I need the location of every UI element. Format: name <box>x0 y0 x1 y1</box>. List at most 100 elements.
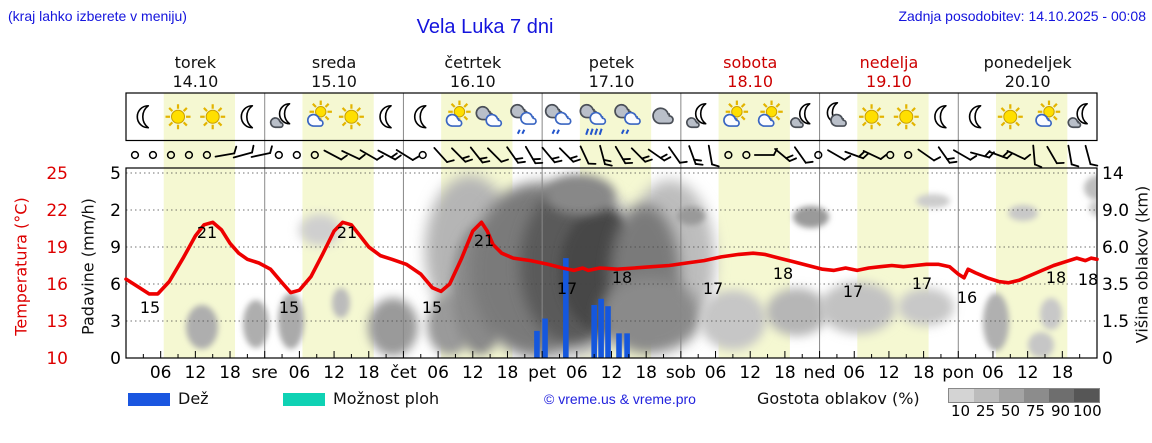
rain-bar <box>591 304 597 358</box>
weather-icon-moon <box>934 104 947 129</box>
wind-barb <box>487 147 509 163</box>
wind-barb <box>377 149 402 161</box>
copyright-link[interactable]: © vreme.us & vreme.pro <box>544 391 696 407</box>
weather-icon-moon <box>968 104 982 129</box>
day-header-date: 16.10 <box>450 72 496 91</box>
weather-icon-sun <box>859 104 885 130</box>
temperature-value-label: 17 <box>912 274 932 293</box>
wind-barb <box>630 147 653 163</box>
temp-tick-label: 25 <box>46 164 68 184</box>
weather-icon-moon <box>413 104 427 129</box>
wind-barb <box>1067 144 1080 168</box>
temperature-value-label: 17 <box>843 282 863 301</box>
wind-barb <box>558 147 581 163</box>
rain-bar <box>563 258 569 358</box>
weather-icon-cloud-drizzle <box>544 103 572 135</box>
wind-barb <box>793 146 814 164</box>
x-axis-hour-label: 12 <box>739 363 761 383</box>
weather-icons-box <box>125 92 1098 142</box>
temp-tick-label: 10 <box>46 349 68 369</box>
rain-bar <box>605 306 611 358</box>
x-axis-day-label: pet <box>528 363 556 383</box>
cloud-blob <box>1028 332 1054 358</box>
cloud-blob <box>186 305 218 349</box>
density-step-label: 100 <box>1073 402 1102 420</box>
wind-barb <box>647 148 672 162</box>
weather-icon-moon-cloud <box>269 102 291 129</box>
x-axis-hour-label: 12 <box>323 363 345 383</box>
x-axis-hour-label: 06 <box>289 363 311 383</box>
x-axis-day-label: ned <box>804 363 836 383</box>
wind-barb <box>1006 150 1032 160</box>
precip-tick-label: 3 <box>110 312 121 332</box>
wind-barb <box>904 150 913 160</box>
cloud-blob <box>793 206 829 228</box>
wind-barb <box>886 150 895 160</box>
temperature-value-label: 18 <box>1078 270 1098 289</box>
temperature-value-label: 18 <box>773 264 793 283</box>
density-step-label: 75 <box>1025 402 1046 420</box>
x-axis-hour-label: 06 <box>427 363 449 383</box>
weather-icon-sun <box>165 104 191 130</box>
wind-barb <box>292 150 301 160</box>
temperature-value-label: 17 <box>703 279 723 298</box>
temperature-value-label: 21 <box>337 223 357 242</box>
weather-icon-sun-cloud <box>1035 100 1061 127</box>
day-header-name: ponedeljek <box>984 53 1073 72</box>
temperature-value-label: 16 <box>957 288 977 307</box>
day-header-date: 20.10 <box>1005 72 1051 91</box>
weather-icon-moon-cloud <box>1067 102 1088 129</box>
wind-barb <box>469 146 491 164</box>
weather-icon-moon <box>240 104 254 129</box>
precip-tick-label: 6 <box>110 275 121 295</box>
cloud-blob <box>677 207 705 225</box>
cloud-density-scale <box>948 388 1100 403</box>
wind-barb <box>844 150 870 160</box>
menu-hint-note: (kraj lahko izberete v meniju) <box>8 8 187 24</box>
wind-barb <box>202 150 212 160</box>
temperature-value-label: 15 <box>422 298 442 317</box>
cloud-density-step-labels: 10 25 50 75 90 100 <box>948 402 1102 420</box>
wind-barb <box>827 149 852 161</box>
cloud-blob <box>898 288 954 326</box>
weather-icon-moon-cloud <box>790 102 811 129</box>
day-header-name: torek <box>175 53 217 72</box>
day-header-name: petek <box>589 53 635 72</box>
weather-icon-moon <box>136 104 150 129</box>
cloud-blob <box>1084 175 1097 201</box>
wind-barb <box>724 150 733 160</box>
wind-barb <box>433 147 455 163</box>
day-header-date: 17.10 <box>589 72 635 91</box>
wind-barb <box>953 149 978 161</box>
temperature-value-label: 15 <box>140 298 160 317</box>
wind-barb <box>310 150 319 160</box>
density-step-label: 90 <box>1050 402 1071 420</box>
x-axis-hour-label: 18 <box>497 363 519 383</box>
wind-barb <box>214 145 238 158</box>
cloud-height-tick-label: 6.0 <box>1102 238 1129 258</box>
legend-showers-swatch <box>283 393 325 406</box>
weather-icon-cloud <box>652 107 674 125</box>
density-step-label: 10 <box>950 402 971 420</box>
weather-icon-sun-cloud <box>445 100 471 127</box>
weather-icon-sun-cloud <box>723 100 749 127</box>
precip-tick-label: 0 <box>110 349 121 369</box>
cloud-blob <box>600 277 700 353</box>
wind-barb <box>506 146 526 164</box>
x-axis-hour-label: 18 <box>635 363 657 383</box>
wind-barb <box>814 150 823 160</box>
weather-icon-cloud-drizzle <box>510 103 537 135</box>
weather-icon-cloud-moon <box>826 101 847 127</box>
x-axis-hour-label: 18 <box>913 363 935 383</box>
wind-barb <box>232 144 255 159</box>
x-axis-hour-label: 12 <box>878 363 900 383</box>
cloud-blob <box>278 293 304 349</box>
wind-barb <box>184 150 194 160</box>
cloud-height-tick-label: 9.0 <box>1102 201 1129 221</box>
temp-tick-label: 19 <box>46 238 68 258</box>
rain-bar <box>542 318 548 358</box>
x-axis-hour-label: 12 <box>462 363 484 383</box>
wind-barb <box>937 146 958 164</box>
temperature-value-label: 18 <box>612 268 632 287</box>
